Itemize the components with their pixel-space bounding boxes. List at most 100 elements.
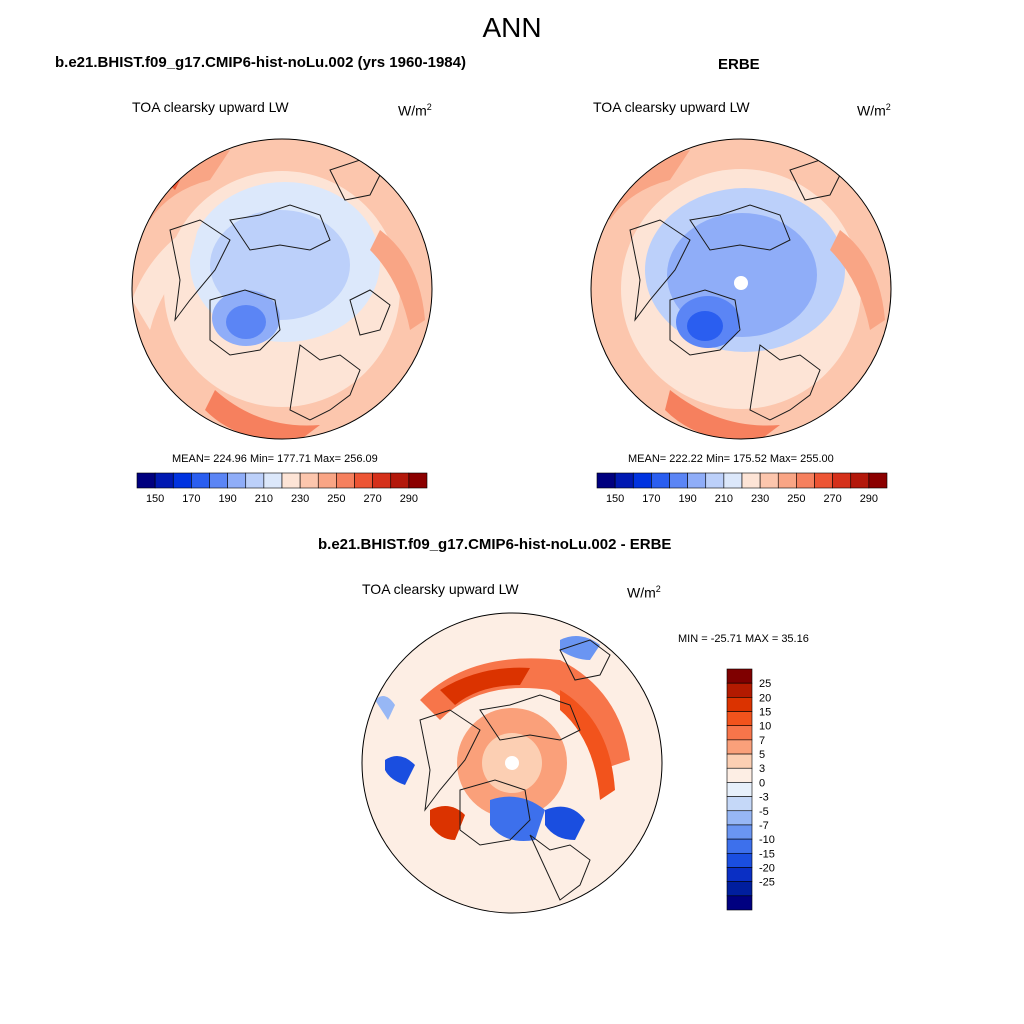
- left-colorbar-tick-label: 150: [146, 493, 164, 505]
- left-colorbar-swatch: [408, 472, 428, 489]
- difference-colorbar-swatch: [726, 824, 753, 840]
- right-colorbar-swatch: [796, 472, 815, 489]
- left-colorbar-swatch: [281, 472, 301, 489]
- left-colorbar-tick-label: 270: [363, 493, 381, 505]
- right-colorbar-swatch: [741, 472, 761, 489]
- difference-colorbar-tick-label: -5: [759, 806, 769, 818]
- difference-colorbar-swatch: [726, 697, 753, 712]
- right-colorbar-tick-label: 210: [715, 493, 733, 505]
- left-colorbar: 150 170 190 210 230 250 270 290: [136, 472, 428, 505]
- right-colorbar: 150 170 190 210 230 250 270 290: [596, 472, 888, 505]
- right-colorbar-swatch: [814, 472, 833, 489]
- difference-colorbar-tick-label: 20: [759, 692, 771, 704]
- right-colorbar-swatch: [596, 472, 616, 489]
- left-stats: MEAN= 224.96 Min= 177.71 Max= 256.09: [172, 453, 378, 465]
- bottom-variable-title: TOA clearsky upward LW: [362, 581, 519, 597]
- left-colorbar-tick-label: 290: [400, 493, 418, 505]
- right-colorbar-swatch: [777, 472, 797, 489]
- right-colorbar-tick-label: 170: [642, 493, 660, 505]
- right-colorbar-swatch: [651, 472, 670, 489]
- difference-colorbar-tick-label: 5: [759, 749, 765, 761]
- figure-title: ANN: [482, 12, 542, 43]
- left-colorbar-swatch: [245, 472, 265, 489]
- left-case-title: b.e21.BHIST.f09_g17.CMIP6-hist-noLu.002 …: [55, 54, 466, 71]
- right-colorbar-swatch: [705, 472, 725, 489]
- difference-polar-map: [361, 612, 663, 914]
- difference-colorbar-swatch: [726, 725, 753, 741]
- right-colorbar-swatch: [868, 472, 888, 489]
- right-stats: MEAN= 222.22 Min= 175.52 Max= 255.00: [628, 453, 834, 465]
- difference-colorbar-swatch: [726, 810, 753, 826]
- difference-colorbar-swatch: [726, 668, 753, 684]
- right-colorbar-swatch: [723, 472, 743, 489]
- difference-colorbar-swatch: [726, 796, 753, 812]
- difference-colorbar-tick-label: -7: [759, 820, 769, 832]
- left-colorbar-swatch: [191, 472, 210, 489]
- left-colorbar-swatch: [136, 472, 156, 489]
- left-units: W/m2: [398, 102, 432, 119]
- left-colorbar-swatch: [372, 472, 392, 489]
- difference-colorbar-tick-label: 3: [759, 763, 765, 775]
- difference-colorbar-tick-label: -10: [759, 834, 775, 846]
- right-colorbar-tick-label: 230: [751, 493, 769, 505]
- right-colorbar-tick-label: 150: [606, 493, 624, 505]
- right-polar-map: [590, 138, 892, 440]
- difference-colorbar-tick-label: 7: [759, 735, 765, 747]
- right-colorbar-swatch: [632, 472, 652, 489]
- left-colorbar-swatch: [299, 472, 319, 489]
- left-colorbar-swatch: [354, 472, 373, 489]
- right-colorbar-tick-label: 290: [860, 493, 878, 505]
- left-variable-title: TOA clearsky upward LW: [132, 99, 289, 115]
- right-case-title: ERBE: [718, 56, 760, 73]
- difference-colorbar-tick-label: 10: [759, 721, 771, 733]
- difference-colorbar-tick-label: 0: [759, 777, 765, 789]
- left-colorbar-swatch: [154, 472, 174, 489]
- bottom-case-title: b.e21.BHIST.f09_g17.CMIP6-hist-noLu.002 …: [318, 536, 672, 553]
- left-colorbar-tick-label: 230: [291, 493, 309, 505]
- difference-colorbar-tick-label: -3: [759, 792, 769, 804]
- right-variable-title: TOA clearsky upward LW: [593, 99, 750, 115]
- left-colorbar-swatch: [209, 472, 228, 489]
- difference-colorbar-swatch: [726, 895, 753, 911]
- difference-colorbar-swatch: [726, 682, 753, 698]
- left-colorbar-swatch: [336, 472, 355, 489]
- difference-colorbar-swatch: [726, 881, 753, 897]
- difference-colorbar-swatch: [726, 739, 753, 755]
- difference-colorbar-swatch: [726, 852, 753, 868]
- difference-colorbar-swatch: [726, 838, 753, 854]
- right-colorbar-tick-label: 270: [823, 493, 841, 505]
- difference-colorbar-swatch: [726, 767, 753, 783]
- difference-colorbar-tick-label: -25: [759, 877, 775, 889]
- difference-colorbar-swatch: [726, 867, 753, 882]
- right-units: W/m2: [857, 102, 891, 119]
- difference-colorbar-tick-label: -15: [759, 848, 775, 860]
- left-polar-map: [131, 138, 433, 440]
- left-colorbar-tick-label: 190: [218, 493, 236, 505]
- right-colorbar-swatch: [850, 472, 870, 489]
- difference-colorbar-swatch: [726, 711, 753, 727]
- left-colorbar-tick-label: 210: [255, 493, 273, 505]
- right-colorbar-swatch: [614, 472, 634, 489]
- left-colorbar-swatch: [390, 472, 410, 489]
- right-colorbar-tick-label: 250: [787, 493, 805, 505]
- right-colorbar-swatch: [759, 472, 779, 489]
- left-colorbar-tick-label: 170: [182, 493, 200, 505]
- difference-colorbar-tick-label: -20: [759, 862, 775, 874]
- right-colorbar-swatch: [832, 472, 852, 489]
- difference-colorbar-swatch: [726, 753, 753, 769]
- left-colorbar-tick-label: 250: [327, 493, 345, 505]
- left-colorbar-swatch: [263, 472, 283, 489]
- right-colorbar-swatch: [669, 472, 688, 489]
- left-colorbar-swatch: [317, 472, 337, 489]
- bottom-stats: MIN = -25.71 MAX = 35.16: [678, 633, 809, 645]
- right-colorbar-swatch: [687, 472, 707, 489]
- left-colorbar-swatch: [172, 472, 192, 489]
- bottom-units: W/m2: [627, 584, 661, 601]
- difference-colorbar: 25 20 15 10 7 5 3 0 -3 -5 -7 -10 -15 -20 -25: [726, 668, 775, 911]
- difference-colorbar-tick-label: 25: [759, 678, 771, 690]
- right-colorbar-tick-label: 190: [678, 493, 696, 505]
- left-colorbar-swatch: [227, 472, 247, 489]
- difference-colorbar-tick-label: 15: [759, 707, 771, 719]
- difference-colorbar-swatch: [726, 782, 753, 797]
